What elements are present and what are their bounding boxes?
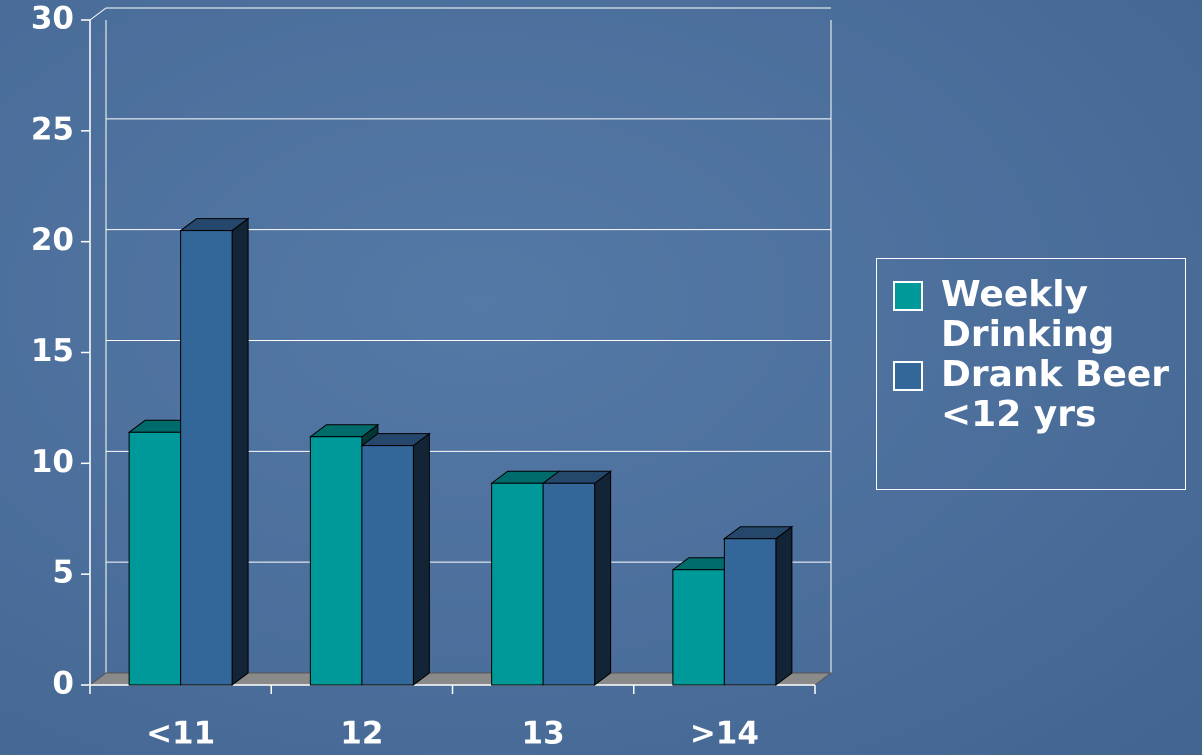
bar-front: [672, 569, 725, 686]
bar-front: [361, 445, 414, 686]
legend: Weekly Drinking Drank Beer <12 yrs: [876, 258, 1186, 490]
y-tick-label: 0: [52, 666, 74, 702]
bar-front: [180, 230, 233, 686]
y-axis-back: [89, 7, 107, 21]
legend-swatch: [893, 361, 923, 391]
bar-front: [723, 538, 777, 686]
legend-entry: Weekly Drinking: [893, 275, 1185, 355]
bar-front: [491, 482, 544, 686]
bar-front: [309, 436, 363, 686]
x-tick-label: >14: [690, 716, 759, 752]
x-tick-label: 12: [340, 716, 383, 752]
legend-label: Drank Beer <12 yrs: [941, 354, 1170, 435]
legend-swatch: [893, 281, 923, 311]
bar-side: [594, 470, 612, 686]
bar-side: [775, 525, 793, 686]
bar-side: [412, 432, 430, 686]
bar: [360, 432, 431, 686]
y-tick-label: 5: [52, 555, 74, 591]
x-tick-label: <11: [146, 716, 215, 752]
legend-label: Weekly Drinking: [941, 274, 1115, 355]
y-tick-label: 15: [31, 333, 74, 369]
bar-front: [128, 431, 182, 686]
legend-entry: Drank Beer <12 yrs: [893, 355, 1185, 435]
y-tick-label: 20: [31, 222, 74, 258]
bar: [179, 217, 250, 686]
bar-side: [231, 217, 249, 686]
y-tick-label: 10: [31, 444, 74, 480]
y-tick-label: 30: [31, 1, 74, 37]
bar: [722, 525, 794, 686]
bar-front: [542, 482, 596, 686]
y-tick-label: 25: [31, 111, 74, 147]
bar: [541, 470, 613, 686]
x-tick-label: 13: [522, 716, 565, 752]
